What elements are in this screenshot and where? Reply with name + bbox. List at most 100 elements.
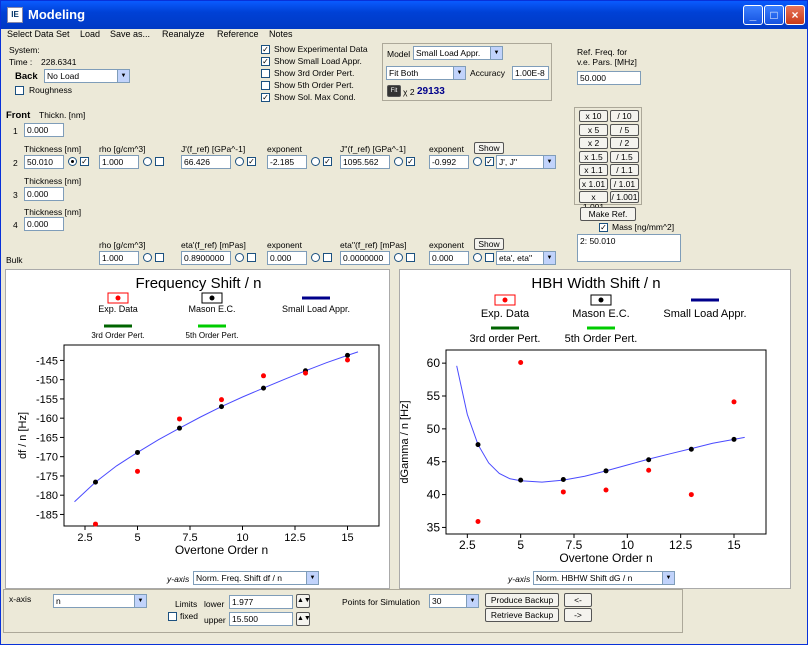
rho-radio[interactable]: [143, 157, 152, 166]
accuracy-field[interactable]: 1.00E-8: [512, 66, 549, 80]
scale-button-mul-1[interactable]: x 5: [579, 123, 608, 136]
scale-button-mul-4[interactable]: x 1.1: [579, 164, 608, 176]
bulk-rho-label: rho [g/cm^3]: [99, 240, 146, 250]
retrieve-backup-button[interactable]: Retrieve Backup: [485, 608, 559, 622]
menu-reanalyze[interactable]: Reanalyze: [162, 29, 205, 39]
yaxis-select-2[interactable]: Norm. HBHW Shift dG / n ▼: [533, 571, 675, 585]
mason-point: [93, 479, 98, 485]
exp2-checkbox[interactable]: ✓: [485, 157, 494, 166]
fixed-checkbox[interactable]: [168, 612, 177, 621]
bulk-show-select[interactable]: eta', eta'' ▼: [496, 251, 556, 265]
exp1-field[interactable]: -2.185: [267, 155, 307, 169]
plot-frame: [445, 349, 767, 535]
bulk-exp1-radio[interactable]: [311, 253, 320, 262]
bulk-exp1-field[interactable]: 0.000: [267, 251, 307, 265]
ref-freq-field[interactable]: 50.000: [577, 71, 641, 85]
jp-field[interactable]: 66.426: [181, 155, 231, 169]
scale-button-div-6[interactable]: / 1.001: [610, 191, 639, 203]
lower-field[interactable]: 1.977: [229, 595, 293, 609]
mass-checkbox[interactable]: ✓: [599, 223, 608, 232]
model-select[interactable]: Small Load Appr. ▼: [413, 46, 503, 60]
scale-button-div-4[interactable]: / 1.1: [610, 164, 639, 176]
roughness-checkbox[interactable]: [15, 86, 24, 95]
y-tick-label: 60: [427, 356, 441, 370]
layer1-thickness[interactable]: 0.000: [24, 123, 64, 137]
exp2-radio[interactable]: [473, 157, 482, 166]
upper-field[interactable]: 15.500: [229, 612, 293, 626]
mass-list[interactable]: 2: 50.010: [577, 234, 681, 262]
jpp-radio[interactable]: [394, 157, 403, 166]
exp1-radio[interactable]: [311, 157, 320, 166]
thickness-radio[interactable]: [68, 157, 77, 166]
fit-button[interactable]: Fit: [387, 85, 401, 97]
jp-radio[interactable]: [235, 157, 244, 166]
etapp-radio[interactable]: [394, 253, 403, 262]
bulk-exp2-checkbox[interactable]: [485, 253, 494, 262]
etapp-field[interactable]: 0.0000000: [340, 251, 390, 265]
menu-select-data-set[interactable]: Select Data Set: [7, 29, 70, 39]
yaxis-label-1: y-axis: [167, 574, 190, 584]
show-exp-checkbox[interactable]: ✓: [261, 45, 270, 54]
bulk-exp2-radio[interactable]: [473, 253, 482, 262]
bulk-exp2-field[interactable]: 0.000: [429, 251, 469, 265]
maximize-button[interactable]: □: [764, 5, 784, 25]
menu-notes[interactable]: Notes: [269, 29, 293, 39]
menu-save-as[interactable]: Save as...: [110, 29, 151, 39]
jpp-checkbox[interactable]: ✓: [406, 157, 415, 166]
yaxis-select-1[interactable]: Norm. Freq. Shift df / n ▼: [193, 571, 319, 585]
exp1-checkbox[interactable]: ✓: [323, 157, 332, 166]
layer4-thickness[interactable]: 0.000: [24, 217, 64, 231]
fit-select[interactable]: Fit Both ▼: [386, 66, 466, 80]
scale-button-mul-6[interactable]: x 1.001: [579, 191, 608, 212]
show-5th-checkbox[interactable]: [261, 81, 270, 90]
exp2-field[interactable]: -0.992: [429, 155, 469, 169]
scale-button-mul-5[interactable]: x 1.01: [579, 177, 608, 190]
bulk-rho-radio[interactable]: [143, 253, 152, 262]
layer3-thickness[interactable]: 0.000: [24, 187, 64, 201]
arrow-left-button[interactable]: <-: [564, 593, 592, 607]
etapp-checkbox[interactable]: [406, 253, 415, 262]
layer4-thickness-label: Thickness [nm]: [24, 207, 82, 217]
scale-button-div-5[interactable]: / 1.01: [610, 177, 639, 190]
close-button[interactable]: ×: [785, 5, 805, 25]
etap-radio[interactable]: [235, 253, 244, 262]
bulk-show-button[interactable]: Show: [474, 238, 504, 250]
rho-field[interactable]: 1.000: [99, 155, 139, 169]
scale-button-div-0[interactable]: / 10: [610, 110, 639, 122]
jp-checkbox[interactable]: ✓: [247, 157, 256, 166]
bulk-rho-checkbox[interactable]: [155, 253, 164, 262]
scale-button-mul-0[interactable]: x 10: [579, 110, 608, 122]
arrow-right-button[interactable]: ->: [564, 608, 592, 622]
bulk-exp1-checkbox[interactable]: [323, 253, 332, 262]
thickness-checkbox[interactable]: ✓: [80, 157, 89, 166]
etap-checkbox[interactable]: [247, 253, 256, 262]
menu-load[interactable]: Load: [80, 29, 101, 39]
back-select[interactable]: No Load ▼: [44, 69, 130, 83]
xaxis-select[interactable]: n ▼: [53, 594, 147, 608]
points-select[interactable]: 30 ▼: [429, 594, 479, 608]
make-ref-button[interactable]: Make Ref.: [580, 207, 636, 221]
scale-button-div-3[interactable]: / 1.5: [610, 150, 639, 163]
ref-freq-label-1: Ref. Freq. for: [577, 47, 628, 57]
show-small-checkbox[interactable]: ✓: [261, 57, 270, 66]
show-label-button[interactable]: Show: [474, 142, 504, 154]
width-plot-panel: HBH Width Shift / n Exp. Data Mason E.C. Sm…: [399, 269, 791, 589]
scale-button-div-1[interactable]: / 5: [610, 123, 639, 136]
lower-spinner[interactable]: ▲▼: [296, 594, 311, 608]
layer2-thickness[interactable]: 50.010: [24, 155, 64, 169]
etap-field[interactable]: 0.8900000: [181, 251, 231, 265]
menu-reference[interactable]: Reference: [217, 29, 259, 39]
scale-button-mul-2[interactable]: x 2: [579, 137, 608, 149]
minimize-button[interactable]: _: [743, 5, 763, 25]
show-3rd-checkbox[interactable]: [261, 69, 270, 78]
scale-button-div-2[interactable]: / 2: [610, 137, 639, 149]
upper-spinner[interactable]: ▲▼: [296, 612, 311, 626]
bulk-rho-field[interactable]: 1.000: [99, 251, 139, 265]
jpp-field[interactable]: 1095.562: [340, 155, 390, 169]
show-select[interactable]: J', J'' ▼: [496, 155, 556, 169]
show-max-checkbox[interactable]: ✓: [261, 93, 270, 102]
rho-checkbox[interactable]: [155, 157, 164, 166]
scale-button-mul-3[interactable]: x 1.5: [579, 150, 608, 163]
legend-small: Small Load Appr.: [663, 298, 747, 320]
produce-backup-button[interactable]: Produce Backup: [485, 593, 559, 607]
